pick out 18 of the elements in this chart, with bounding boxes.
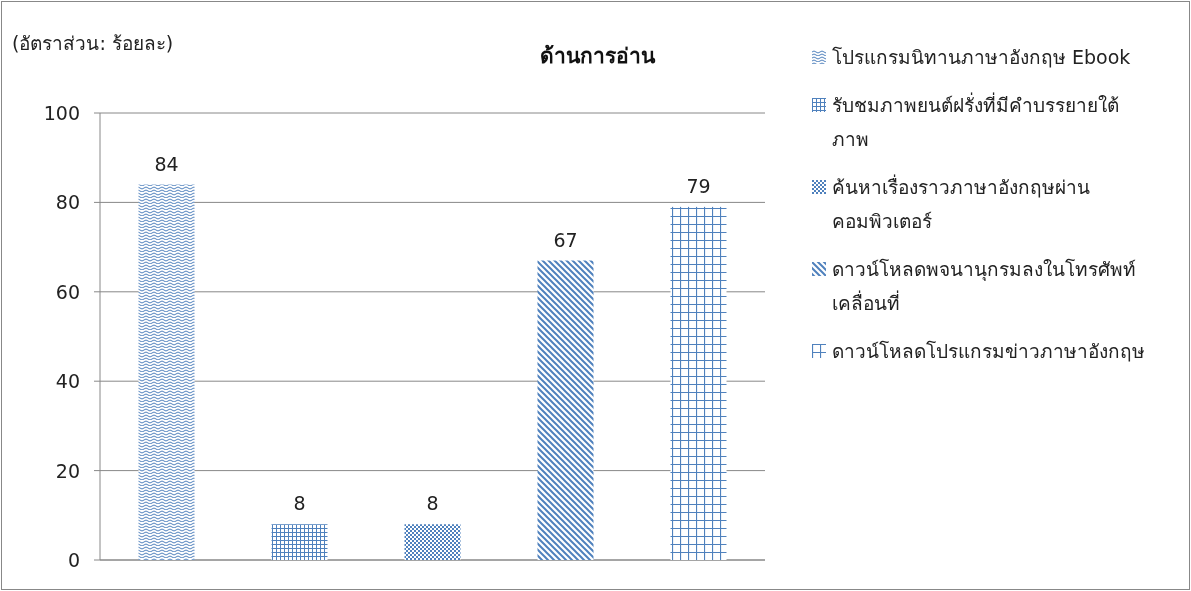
- legend-label: ดาวน์โหลดโปรแกรมข่าวภาษาอังกฤษ: [832, 339, 1145, 364]
- data-label: 79: [686, 174, 711, 197]
- y-tick-label: 40: [55, 370, 80, 393]
- y-axis-title: (อัตราส่วน: ร้อยละ): [12, 32, 174, 54]
- legend-label: รับชมภาพยนต์ฝรั่งที่มีคำบรรยายใต้ภาพ: [832, 91, 1120, 152]
- y-tick-label: 20: [55, 459, 80, 482]
- chart-title: ด้านการอ่าน: [539, 44, 656, 68]
- y-tick-label: 0: [67, 549, 80, 571]
- data-label: 8: [293, 492, 306, 515]
- y-tick-label: 80: [55, 191, 80, 214]
- legend-label: ค้นหาเรื่องราวภาษาอังกฤษผ่านคอมพิวเตอร์: [832, 173, 1091, 234]
- legend-label: ดาวน์โหลดพจนานุกรมลงในโทรศัพท์เคลื่อนที่: [832, 257, 1137, 316]
- y-tick-label: 60: [55, 280, 80, 303]
- y-tick-label: 100: [43, 102, 80, 124]
- legend-label: โปรแกรมนิทานภาษาอังกฤษ Ebook: [832, 45, 1131, 70]
- data-label: 8: [426, 492, 439, 515]
- data-label: 67: [553, 228, 578, 251]
- data-label: 84: [154, 152, 179, 175]
